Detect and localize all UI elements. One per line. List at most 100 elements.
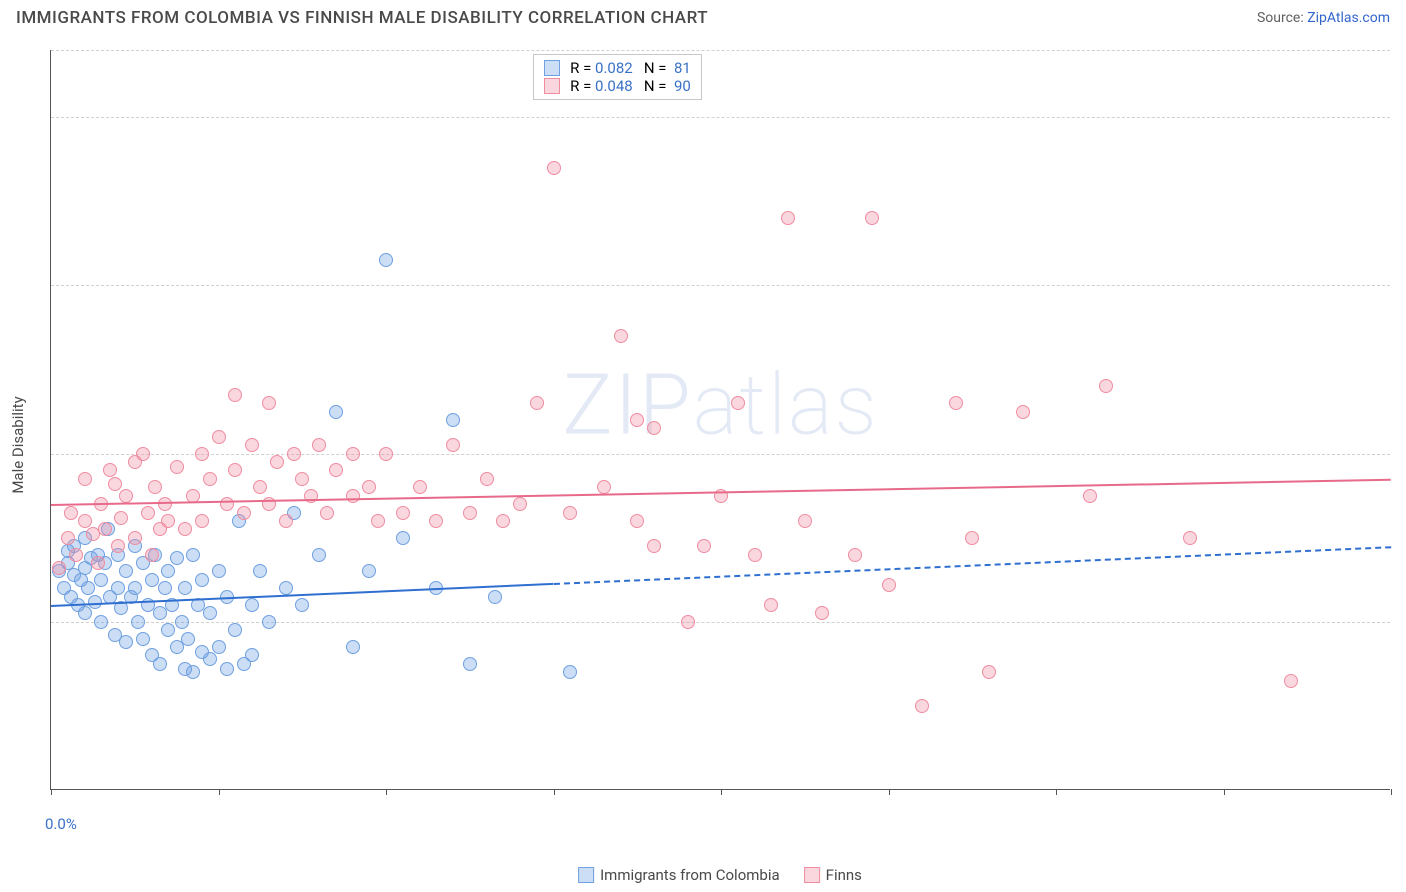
data-point	[697, 539, 711, 553]
gridline	[51, 622, 1390, 623]
data-point	[781, 211, 795, 225]
data-point	[563, 506, 577, 520]
data-point	[203, 472, 217, 486]
x-tick-label: 0.0%	[45, 815, 77, 833]
data-point	[279, 514, 293, 528]
data-point	[463, 506, 477, 520]
data-point	[379, 447, 393, 461]
data-point	[396, 531, 410, 545]
data-point	[1284, 674, 1298, 688]
data-point	[982, 665, 996, 679]
data-point	[61, 531, 75, 545]
data-point	[119, 489, 133, 503]
data-point	[287, 447, 301, 461]
data-point	[295, 472, 309, 486]
legend-bottom: Immigrants from ColombiaFinns	[578, 866, 862, 884]
data-point	[346, 640, 360, 654]
data-point	[186, 665, 200, 679]
y-tick-label: 20.0%	[1397, 445, 1406, 463]
data-point	[94, 573, 108, 587]
data-point	[228, 623, 242, 637]
legend-swatch	[544, 78, 560, 94]
data-point	[108, 477, 122, 491]
gridline	[51, 117, 1390, 118]
data-point	[145, 548, 159, 562]
legend-stats: R = 0.082 N = 81 R = 0.048 N = 90	[533, 54, 701, 100]
data-point	[88, 595, 102, 609]
data-point	[320, 506, 334, 520]
data-point	[136, 632, 150, 646]
data-point	[212, 430, 226, 444]
data-point	[815, 606, 829, 620]
data-point	[212, 564, 226, 578]
data-point	[748, 548, 762, 562]
data-point	[195, 447, 209, 461]
x-tick	[1391, 789, 1392, 795]
data-point	[158, 581, 172, 595]
data-point	[630, 413, 644, 427]
data-point	[647, 539, 661, 553]
data-point	[161, 564, 175, 578]
data-point	[78, 514, 92, 528]
data-point	[488, 590, 502, 604]
x-tick	[1056, 789, 1057, 795]
data-point	[463, 657, 477, 671]
data-point	[64, 506, 78, 520]
data-point	[396, 506, 410, 520]
x-tick	[889, 789, 890, 795]
data-point	[597, 480, 611, 494]
data-point	[78, 472, 92, 486]
gridline	[51, 285, 1390, 286]
data-point	[195, 573, 209, 587]
data-point	[78, 606, 92, 620]
data-point	[128, 581, 142, 595]
data-point	[253, 564, 267, 578]
source-attribution: Source: ZipAtlas.com	[1257, 10, 1390, 26]
x-tick	[554, 789, 555, 795]
data-point	[513, 497, 527, 511]
data-point	[148, 480, 162, 494]
data-point	[865, 211, 879, 225]
data-point	[446, 438, 460, 452]
data-point	[158, 497, 172, 511]
data-point	[141, 506, 155, 520]
data-point	[270, 455, 284, 469]
y-tick-label: 30.0%	[1397, 276, 1406, 294]
data-point	[245, 648, 259, 662]
data-point	[237, 506, 251, 520]
data-point	[362, 564, 376, 578]
data-point	[630, 514, 644, 528]
legend-label: Immigrants from Colombia	[600, 866, 780, 884]
data-point	[647, 421, 661, 435]
y-axis-label: Male Disability	[9, 396, 27, 493]
data-point	[186, 548, 200, 562]
data-point	[530, 396, 544, 410]
data-point	[178, 522, 192, 536]
data-point	[563, 665, 577, 679]
source-link[interactable]: ZipAtlas.com	[1307, 10, 1390, 26]
data-point	[119, 564, 133, 578]
data-point	[69, 548, 83, 562]
legend-swatch	[804, 867, 820, 883]
data-point	[1016, 405, 1030, 419]
data-point	[220, 662, 234, 676]
data-point	[98, 522, 112, 536]
data-point	[212, 640, 226, 654]
data-point	[848, 548, 862, 562]
data-point	[228, 388, 242, 402]
data-point	[203, 606, 217, 620]
data-point	[94, 615, 108, 629]
data-point	[312, 438, 326, 452]
data-point	[949, 396, 963, 410]
data-point	[153, 657, 167, 671]
legend-row: R = 0.048 N = 90	[544, 77, 690, 95]
data-point	[798, 514, 812, 528]
gridline	[51, 454, 1390, 455]
data-point	[111, 581, 125, 595]
data-point	[145, 573, 159, 587]
y-tick-label: 10.0%	[1397, 613, 1406, 631]
data-point	[203, 652, 217, 666]
data-point	[245, 438, 259, 452]
data-point	[91, 556, 105, 570]
data-point	[681, 615, 695, 629]
